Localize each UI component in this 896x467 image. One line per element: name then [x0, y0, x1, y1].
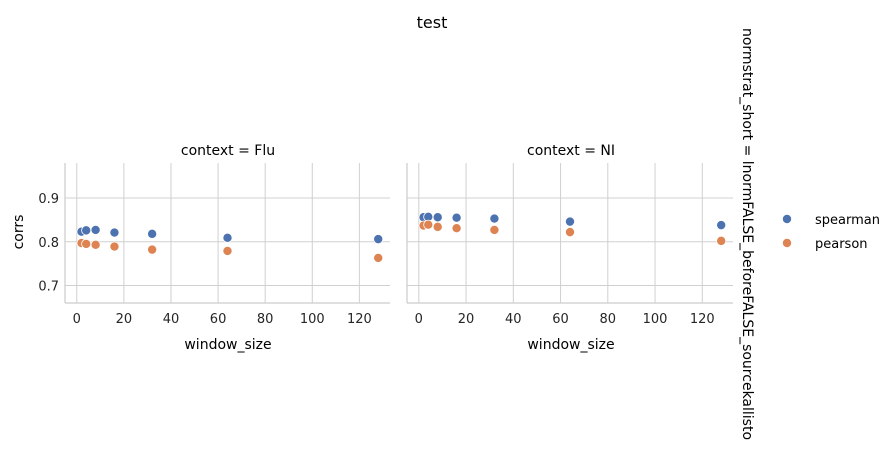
y-tick-label: 0.8 [38, 236, 59, 251]
legend-item-spearman: spearman [782, 213, 880, 228]
point-spearman [489, 213, 500, 224]
point-pearson [451, 223, 462, 234]
plot-area-ni: 0 20 40 60 80 100 120 [406, 163, 733, 327]
legend-item-pearson: pearson [782, 237, 868, 252]
point-spearman [716, 220, 727, 231]
legend-label-pearson: pearson [815, 237, 868, 252]
x-tick-label: 40 [505, 312, 522, 327]
point-pearson [147, 244, 158, 255]
plot-area-flu: 0 20 40 60 80 100 120 0.7 0.8 0.9 [38, 163, 390, 327]
point-pearson [432, 221, 443, 232]
legend-marker-pearson [782, 237, 793, 248]
x-tick-label: 20 [116, 312, 133, 327]
x-tick-label: 0 [73, 312, 81, 327]
point-pearson [716, 235, 727, 246]
figure-title: test [417, 13, 448, 32]
row-facet-label: normstrat_short = lnormFALSE_beforeFALSE… [739, 28, 755, 440]
x-tick-label: 60 [552, 312, 569, 327]
point-spearman [565, 216, 576, 227]
point-spearman [432, 212, 443, 223]
x-tick-label: 20 [458, 312, 475, 327]
point-spearman [109, 227, 120, 238]
facet-title-flu: context = Flu [181, 143, 275, 159]
point-pearson [81, 238, 92, 249]
point-pearson [222, 245, 233, 256]
legend: spearman pearson [782, 213, 880, 252]
point-spearman [147, 228, 158, 239]
x-tick-label: 40 [163, 312, 180, 327]
y-tick-label: 0.9 [38, 192, 59, 207]
point-pearson [90, 239, 101, 250]
x-tick-label: 0 [415, 312, 423, 327]
legend-marker-spearman [782, 213, 793, 224]
y-tick-label: 0.7 [38, 280, 59, 295]
facet-ni: context = NI 0 20 40 60 80 100 120 window_size [406, 143, 733, 353]
x-axis-label-flu: window_size [184, 337, 271, 353]
point-spearman [90, 224, 101, 235]
x-tick-label: 120 [347, 312, 372, 327]
x-tick-label: 80 [600, 312, 617, 327]
point-spearman [451, 212, 462, 223]
x-tick-label: 100 [300, 312, 325, 327]
y-axis-label: corrs [11, 215, 27, 250]
point-pearson [109, 241, 120, 252]
point-pearson [423, 219, 434, 230]
point-spearman [373, 234, 384, 245]
facet-flu: context = Flu 0 20 40 60 80 100 120 0.7 0.8 0.9 w… [11, 143, 390, 353]
x-tick-label: 80 [257, 312, 274, 327]
point-pearson [565, 227, 576, 238]
x-tick-label: 60 [210, 312, 227, 327]
point-spearman [222, 232, 233, 243]
point-pearson [489, 224, 500, 235]
point-spearman [81, 225, 92, 236]
point-pearson [373, 252, 384, 263]
x-axis-label-ni: window_size [527, 337, 614, 353]
x-tick-label: 120 [690, 312, 715, 327]
facet-title-ni: context = NI [527, 143, 615, 159]
legend-label-spearman: spearman [815, 213, 880, 228]
x-tick-label: 100 [643, 312, 668, 327]
